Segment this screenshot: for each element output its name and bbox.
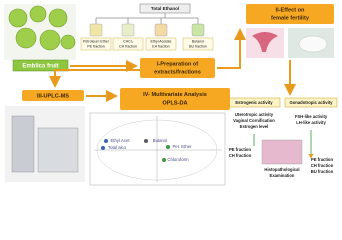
total-label: Total Ethanol bbox=[151, 6, 179, 11]
group-marker bbox=[162, 158, 166, 162]
jar bbox=[154, 23, 168, 37]
finding: FSH-like activity bbox=[295, 114, 328, 119]
arrows bbox=[49, 28, 296, 102]
group-label: Butanol bbox=[153, 138, 168, 143]
instrument-shape bbox=[37, 127, 79, 173]
split-lines bbox=[95, 13, 199, 24]
step-label: III-UPLC-MS bbox=[37, 93, 69, 99]
finding: Uterotropic activity bbox=[235, 112, 274, 117]
fraction-label: Butanol bbox=[192, 39, 204, 43]
jar bbox=[121, 23, 135, 37]
split-path bbox=[95, 13, 199, 24]
fraction-label: Petroleum Ether bbox=[83, 39, 110, 43]
step-box bbox=[22, 90, 84, 101]
step-label: IV- Multivariate Analysis bbox=[143, 92, 207, 98]
fraction-label: CHCl₃ bbox=[123, 39, 134, 43]
group-label: Ethyl Acet bbox=[110, 138, 130, 143]
fraction-label: BU fraction bbox=[189, 44, 207, 48]
fruit bbox=[29, 5, 47, 23]
active-fraction: PE fraction bbox=[311, 157, 334, 162]
plot-axes bbox=[94, 116, 222, 182]
step-label: I-Preparation of bbox=[157, 61, 198, 67]
instrument-shape bbox=[11, 115, 35, 173]
plot-area bbox=[89, 112, 226, 186]
fruit bbox=[48, 8, 68, 28]
fraction-box bbox=[112, 37, 144, 51]
activity-title: Gonadotropic activity bbox=[289, 100, 333, 105]
graphical-abstract: Emblica fruit Total Ethanol Petroleum Et… bbox=[4, 3, 338, 186]
jar bbox=[89, 23, 103, 37]
arrow bbox=[217, 28, 246, 69]
histology-image bbox=[261, 139, 303, 165]
finding: Estrogen level bbox=[240, 124, 269, 129]
arrow bbox=[49, 69, 140, 88]
finding: Vaginal Cornification bbox=[233, 118, 275, 123]
activity-title: Estrogenic activity bbox=[235, 100, 273, 105]
group-labels: Ethyl Acet Butanol Total alco Pet. Ether Chl… bbox=[101, 138, 192, 162]
step-box bbox=[246, 4, 334, 24]
fraction-label: CH fraction bbox=[119, 44, 137, 48]
group-marker bbox=[166, 145, 170, 149]
step-box bbox=[120, 88, 230, 110]
step-label: II-Effect on bbox=[276, 7, 305, 13]
activity-box bbox=[284, 97, 338, 108]
fruit-label: Emblica fruit bbox=[22, 64, 58, 70]
fraction-label: EA fraction bbox=[152, 44, 169, 48]
histology-label: Examination bbox=[270, 173, 295, 178]
active-fraction: CH fraction bbox=[229, 153, 252, 158]
result-arrow bbox=[253, 130, 311, 158]
fruit bbox=[39, 29, 61, 51]
group-label: Pet. Ether bbox=[172, 144, 192, 149]
finding: LH-like activity bbox=[296, 120, 326, 125]
fraction-box bbox=[182, 37, 214, 51]
confidence-ellipse bbox=[96, 119, 218, 181]
step-label: female fertility bbox=[271, 15, 310, 21]
fraction-label: PE fraction bbox=[87, 44, 105, 48]
histology-label: Histopathological bbox=[264, 167, 299, 172]
group-marker bbox=[104, 139, 108, 143]
fruits bbox=[8, 5, 76, 51]
fruit bbox=[60, 34, 76, 50]
step-label: extracts/fractions bbox=[154, 69, 201, 75]
fruit bbox=[8, 8, 28, 28]
rat-shape bbox=[298, 35, 328, 53]
active-fraction: CH fraction bbox=[311, 163, 334, 168]
fruit bbox=[15, 27, 37, 49]
jar bbox=[191, 23, 205, 37]
step-box bbox=[140, 58, 215, 78]
active-fraction: BU fraction bbox=[311, 169, 334, 174]
fruit-label-box bbox=[12, 59, 69, 72]
fraction-box bbox=[80, 37, 112, 51]
group-marker bbox=[101, 146, 105, 150]
group-label: Total alco bbox=[108, 145, 127, 150]
group-marker bbox=[144, 139, 148, 143]
fraction-label: Ethyl Acetate bbox=[151, 39, 172, 43]
uterus-shape bbox=[252, 32, 278, 52]
active-fraction: PE fraction bbox=[229, 147, 252, 152]
group-label: Chloroform bbox=[167, 157, 189, 162]
step-label: OPLS-DA bbox=[162, 100, 187, 106]
fraction-box bbox=[145, 37, 177, 51]
